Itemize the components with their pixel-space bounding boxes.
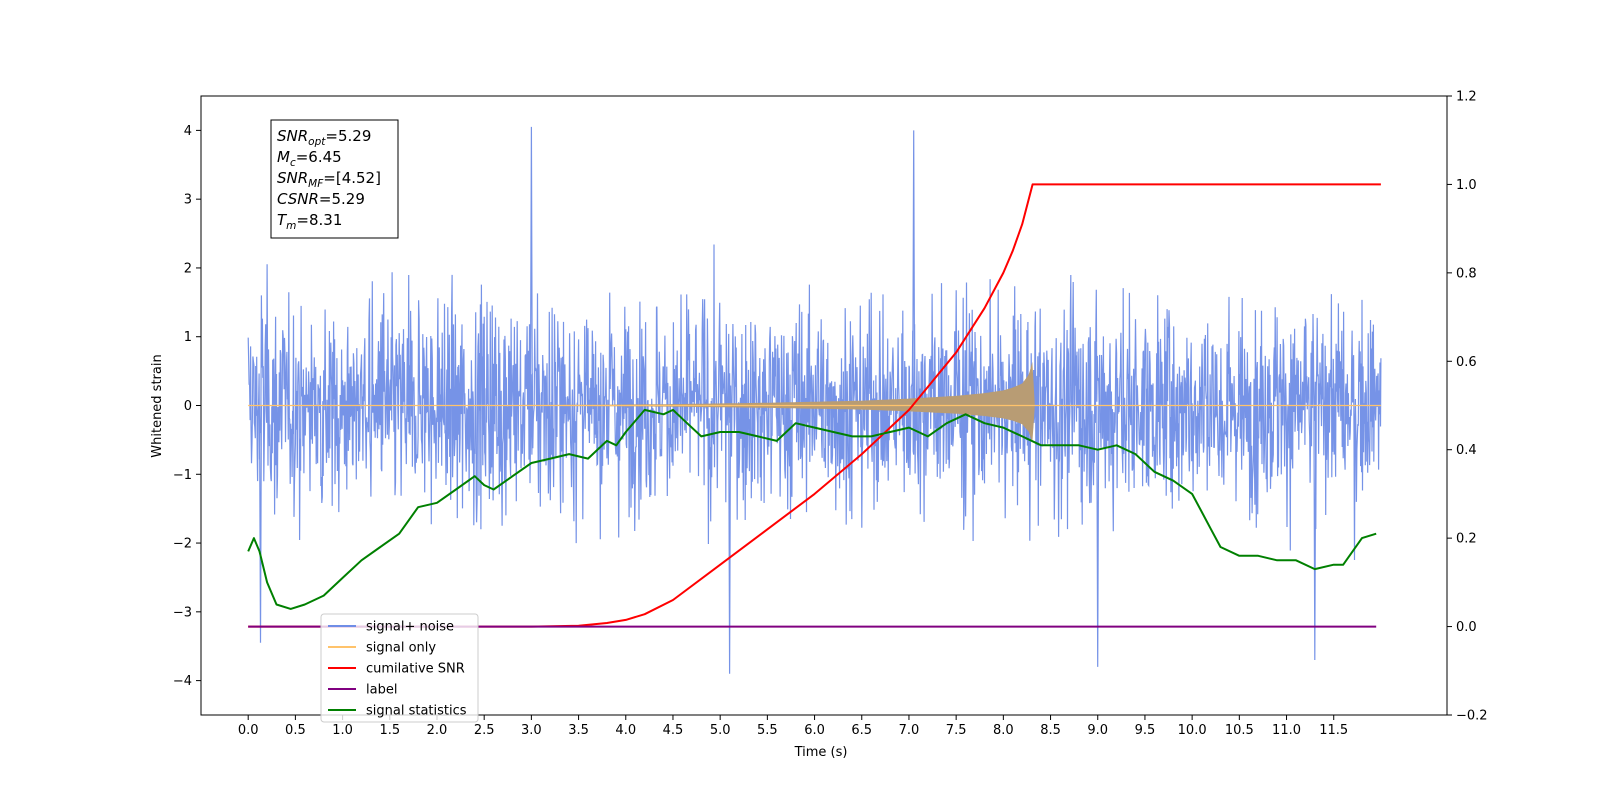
stats-box-frame xyxy=(270,119,399,239)
x-axis-ticks: 0.0 0.5 1.0 1.5 2.0 2.5 3.0 3.5 4.0 4.5 5.0 5.5 6.0 6… xyxy=(238,715,1348,738)
x-axis-label: Time (s) xyxy=(794,745,848,760)
series-signal-plus-noise xyxy=(247,126,1382,674)
x-tick-label: 3.0 xyxy=(521,723,542,738)
series-signal-statistics xyxy=(247,408,1377,610)
legend-label: signal only xyxy=(366,641,436,656)
stats-line: Mc=6.45 xyxy=(277,148,342,169)
legend-label: signal statistics xyxy=(366,704,467,719)
stats-line: Tm=8.31 xyxy=(277,211,342,232)
stats-line: SNRMF=[4.52] xyxy=(277,169,381,190)
x-tick-label: 5.5 xyxy=(757,723,778,738)
x-tick-label: 9.0 xyxy=(1087,723,1108,738)
x-tick-label: 10.0 xyxy=(1178,723,1207,738)
x-tick-label: 4.0 xyxy=(615,723,636,738)
legend: signal+ noise signal only cumilative SNR la… xyxy=(320,613,479,723)
y-tick-label: −4 xyxy=(173,674,192,689)
legend-label: signal+ noise xyxy=(366,620,454,635)
y2-axis-ticks: −0.2 0.0 0.2 0.4 0.6 0.8 1.0 1.2 xyxy=(1447,90,1488,724)
x-tick-label: 1.0 xyxy=(332,723,353,738)
y2-tick-label: 0.2 xyxy=(1456,532,1477,547)
x-tick-label: 1.5 xyxy=(379,723,400,738)
x-tick-label: 8.0 xyxy=(993,723,1014,738)
y-tick-label: 2 xyxy=(184,261,192,276)
y-tick-label: 0 xyxy=(184,399,192,414)
y2-tick-label: 0.8 xyxy=(1456,266,1477,281)
x-tick-label: 2.0 xyxy=(427,723,448,738)
x-tick-label: 3.5 xyxy=(568,723,589,738)
series-cumulative-snr xyxy=(248,183,1381,628)
x-tick-label: 6.0 xyxy=(804,723,825,738)
x-tick-label: 2.5 xyxy=(474,723,495,738)
x-tick-label: 0.0 xyxy=(238,723,259,738)
legend-frame xyxy=(320,613,479,723)
x-tick-label: 7.0 xyxy=(899,723,920,738)
x-tick-label: 8.5 xyxy=(1040,723,1061,738)
x-tick-label: 9.5 xyxy=(1135,723,1156,738)
y-tick-label: −2 xyxy=(173,537,192,552)
y-tick-label: 4 xyxy=(184,124,192,139)
y2-tick-label: 0.0 xyxy=(1456,620,1477,635)
legend-items: signal+ noise signal only cumilative SNR la… xyxy=(328,620,467,719)
y-axis-ticks: −4 −3 −2 −1 0 1 2 3 4 xyxy=(173,124,201,689)
stats-line: SNRopt=5.29 xyxy=(277,127,371,148)
x-tick-label: 6.5 xyxy=(851,723,872,738)
x-tick-label: 4.5 xyxy=(663,723,684,738)
legend-label: cumilative SNR xyxy=(366,662,465,677)
x-tick-label: 0.5 xyxy=(285,723,306,738)
y-tick-label: 1 xyxy=(184,330,192,345)
y-tick-label: 3 xyxy=(184,193,192,208)
y2-tick-label: 1.2 xyxy=(1456,90,1477,105)
y-tick-label: −1 xyxy=(173,468,192,483)
x-tick-label: 11.5 xyxy=(1319,723,1348,738)
series-layer xyxy=(247,126,1382,674)
y2-tick-label: 0.6 xyxy=(1456,355,1477,370)
y2-tick-label: 1.0 xyxy=(1456,178,1477,193)
x-tick-label: 7.5 xyxy=(946,723,967,738)
x-tick-label: 11.0 xyxy=(1272,723,1301,738)
y2-tick-label: 0.4 xyxy=(1456,443,1477,458)
y-tick-label: −3 xyxy=(173,605,192,620)
series-signal-only-fill xyxy=(248,361,1381,443)
y-axis-label: Whitened strain xyxy=(150,354,165,457)
legend-label: label xyxy=(366,683,397,698)
y2-tick-label: −0.2 xyxy=(1456,709,1488,724)
x-tick-label: 5.0 xyxy=(710,723,731,738)
stats-line: CSNR=5.29 xyxy=(277,190,365,208)
x-tick-label: 10.5 xyxy=(1225,723,1254,738)
